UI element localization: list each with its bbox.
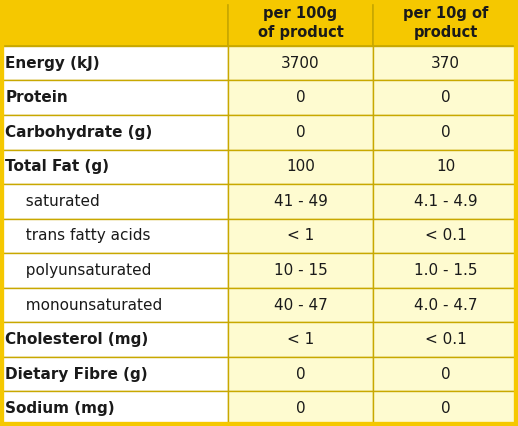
Bar xyxy=(228,115,373,150)
Text: < 1: < 1 xyxy=(287,228,314,244)
Text: polyunsaturated: polyunsaturated xyxy=(16,263,151,278)
Text: 0: 0 xyxy=(441,125,450,140)
Bar xyxy=(0,46,228,81)
Bar xyxy=(228,46,373,81)
Text: 10 - 15: 10 - 15 xyxy=(274,263,327,278)
Text: 4.1 - 4.9: 4.1 - 4.9 xyxy=(414,194,477,209)
Text: 100: 100 xyxy=(286,159,315,174)
Bar xyxy=(228,391,373,426)
Text: Total Fat (g): Total Fat (g) xyxy=(5,159,109,174)
Bar xyxy=(0,253,228,288)
Text: 0: 0 xyxy=(441,90,450,105)
Bar xyxy=(373,115,518,150)
Text: Protein: Protein xyxy=(5,90,68,105)
Text: 0: 0 xyxy=(296,367,305,382)
Bar xyxy=(228,219,373,253)
Text: < 1: < 1 xyxy=(287,332,314,347)
Text: 1.0 - 1.5: 1.0 - 1.5 xyxy=(414,263,477,278)
Bar xyxy=(228,81,373,115)
Text: Dietary Fibre (g): Dietary Fibre (g) xyxy=(5,367,148,382)
Bar xyxy=(0,322,228,357)
Bar xyxy=(373,288,518,322)
Bar xyxy=(373,253,518,288)
Text: monounsaturated: monounsaturated xyxy=(16,298,162,313)
Bar xyxy=(373,46,518,81)
Text: 0: 0 xyxy=(441,367,450,382)
Bar xyxy=(0,115,228,150)
Bar xyxy=(0,0,228,46)
Text: 41 - 49: 41 - 49 xyxy=(274,194,327,209)
Bar xyxy=(373,322,518,357)
Text: 0: 0 xyxy=(296,125,305,140)
Text: 40 - 47: 40 - 47 xyxy=(274,298,327,313)
Bar xyxy=(228,288,373,322)
Text: 10: 10 xyxy=(436,159,455,174)
Text: per 10g of
product: per 10g of product xyxy=(403,6,488,40)
Text: < 0.1: < 0.1 xyxy=(425,332,466,347)
Bar xyxy=(0,81,228,115)
Bar xyxy=(373,150,518,184)
Bar xyxy=(228,184,373,219)
Bar xyxy=(373,0,518,46)
Bar xyxy=(228,253,373,288)
Text: 3700: 3700 xyxy=(281,56,320,71)
Bar xyxy=(373,357,518,391)
Bar xyxy=(0,150,228,184)
Text: 370: 370 xyxy=(431,56,460,71)
Bar xyxy=(373,184,518,219)
Bar xyxy=(0,219,228,253)
Bar xyxy=(373,219,518,253)
Bar xyxy=(373,391,518,426)
Text: 0: 0 xyxy=(296,401,305,416)
Bar xyxy=(228,322,373,357)
Text: per 100g
of product: per 100g of product xyxy=(257,6,343,40)
Bar xyxy=(373,81,518,115)
Text: 0: 0 xyxy=(296,90,305,105)
Bar xyxy=(0,184,228,219)
Text: trans fatty acids: trans fatty acids xyxy=(16,228,150,244)
Bar xyxy=(228,0,373,46)
Text: 4.0 - 4.7: 4.0 - 4.7 xyxy=(414,298,477,313)
Bar xyxy=(228,357,373,391)
Text: 0: 0 xyxy=(441,401,450,416)
Text: Carbohydrate (g): Carbohydrate (g) xyxy=(5,125,152,140)
Text: < 0.1: < 0.1 xyxy=(425,228,466,244)
Bar xyxy=(0,391,228,426)
Text: saturated: saturated xyxy=(16,194,99,209)
Text: Sodium (mg): Sodium (mg) xyxy=(5,401,115,416)
Bar xyxy=(228,150,373,184)
Text: Energy (kJ): Energy (kJ) xyxy=(5,56,100,71)
Bar xyxy=(0,357,228,391)
Bar xyxy=(0,288,228,322)
Text: Cholesterol (mg): Cholesterol (mg) xyxy=(5,332,149,347)
